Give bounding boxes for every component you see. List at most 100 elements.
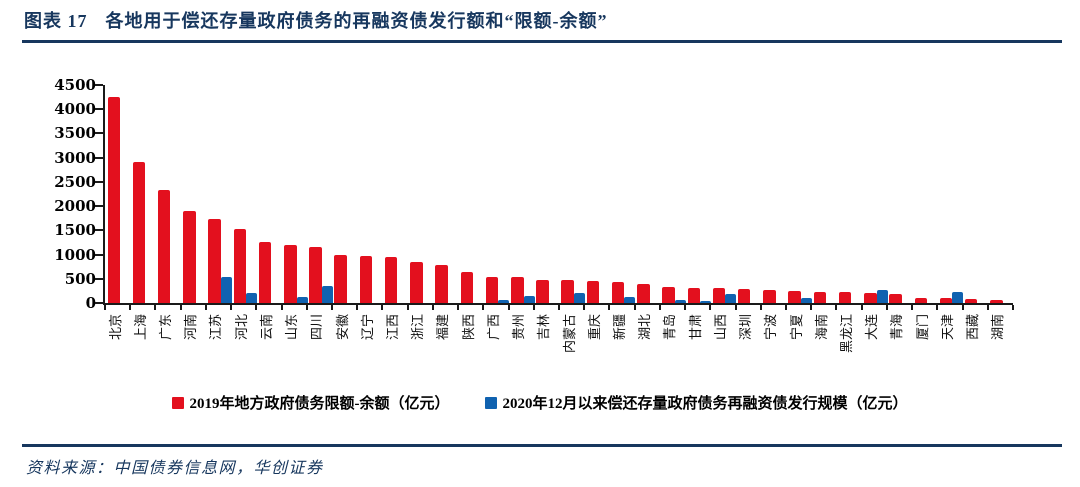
x-axis-label-text: 新疆 [611,314,627,341]
x-tick-mark [457,305,460,310]
x-axis-label-text: 安徽 [334,314,350,341]
bar-2019-limit-balance [964,298,978,303]
bars-container [105,85,1013,303]
bar-2019-limit-balance [990,299,1003,303]
bar-group [710,85,737,303]
x-axis-label: 安徽 [330,311,355,397]
y-tick-mark [95,132,103,135]
legend-item: 2019年地方政府债务限额-余额（亿元） [172,392,449,413]
bar-group [408,85,433,303]
x-axis-label: 浙江 [406,311,431,397]
bar-group [332,85,357,303]
bar-group [509,85,535,303]
x-axis-label-text: 广西 [485,314,501,341]
bar-group [483,85,510,303]
bar-2019-limit-balance [107,97,120,303]
x-axis-label: 青海 [885,311,910,397]
bar-group [584,85,609,303]
bar-2020-refinancing [624,296,636,303]
x-axis-label-text: 河南 [183,314,199,341]
x-axis-label-text: 上海 [132,314,148,341]
x-axis-label-text: 宁波 [763,314,779,341]
footer-divider [22,444,1062,447]
bar-2020-refinancing [220,277,232,303]
bar-group [433,85,458,303]
x-tick-mark [961,305,964,310]
x-axis-label: 宁波 [759,311,784,397]
bar-2020-refinancing [321,286,333,303]
source-text: 中国债券信息网，华创证券 [113,460,324,477]
bar-2020-refinancing [674,300,686,303]
legend-swatch-red [172,396,185,409]
x-axis-label-text: 海南 [813,314,829,341]
x-axis-label: 辽宁 [355,311,380,397]
x-tick-mark [179,305,182,310]
y-tick-label: 3000 [54,148,96,167]
y-tick-mark [95,205,103,208]
x-tick-mark [280,305,283,310]
bar-2019-limit-balance [334,255,347,303]
bar-2019-limit-balance [763,289,776,303]
bar-group [206,85,232,303]
bar-2019-limit-balance [460,271,474,303]
x-tick-mark [507,305,510,310]
x-tick-mark [104,305,106,310]
x-axis-label: 黑龙江 [834,311,859,397]
bar-2019-limit-balance [813,291,827,303]
bar-group [130,85,155,303]
x-tick-mark [759,305,762,310]
bar-2019-limit-balance [561,280,574,303]
x-tick-mark [835,305,838,310]
bar-2020-refinancing [523,295,535,303]
bar-2019-limit-balance [258,241,272,303]
x-tick-mark [986,305,989,310]
plot-area [95,84,1014,310]
bar-group [962,85,987,303]
bar-2019-limit-balance [435,265,448,303]
source-label: 资料来源： [26,460,114,477]
x-axis-label: 甘肃 [683,311,708,397]
x-axis-label: 湖北 [633,311,658,397]
bar-2019-limit-balance [662,287,675,303]
x-tick-mark [381,305,384,310]
x-axis-label-text: 青岛 [662,314,678,341]
x-tick-mark [709,305,712,310]
x-axis-label-text: 福建 [435,314,451,341]
legend-item: 2020年12月以来偿还存量政府债务再融资债发行规模（亿元） [485,392,908,413]
x-axis-label-text: 山东 [284,314,300,341]
bar-group [534,85,559,303]
y-tick-label: 4500 [54,76,96,94]
x-axis-label: 北京 [103,311,128,397]
y-tick-label: 1500 [54,221,96,240]
bar-2020-refinancing [800,297,812,303]
x-axis-label-text: 重庆 [586,314,602,341]
x-tick-mark [356,305,359,310]
bar-2020-refinancing [296,297,308,303]
y-tick-mark [95,253,103,256]
y-tick-label: 4000 [54,100,96,119]
bar-group [735,85,760,303]
bar-group [282,85,308,303]
bar-group [256,85,281,303]
bar-2019-limit-balance [359,256,373,303]
x-tick-mark [305,305,308,310]
chart-legend: 2019年地方政府债务限额-余额（亿元） 2020年12月以来偿还存量政府债务再融… [0,392,1080,413]
x-axis-label-text: 大连 [864,314,880,341]
legend-label: 2019年地方政府债务限额-余额（亿元） [189,396,450,412]
y-tick-mark [95,180,103,183]
bar-2019-limit-balance [687,287,701,303]
x-axis-labels: 北京 上海 广东 河南 江苏 河北 云南 山东 四川 安徽 辽宁 江西 浙江 福建 陕西 广西 贵州 吉林 内蒙古重… [103,311,1011,397]
bar-group [887,85,912,303]
x-axis-label: 贵州 [507,311,532,397]
bar-group [685,85,712,303]
bar-2020-refinancing [725,293,737,303]
bar-2019-limit-balance [586,280,600,303]
bar-2020-refinancing [573,293,585,303]
x-tick-mark [431,305,434,310]
x-tick-mark [608,305,611,310]
bar-group [105,85,130,303]
bar-2019-limit-balance [384,257,398,303]
x-axis-label-text: 黑龙江 [838,314,854,354]
x-axis-label: 宁夏 [784,311,809,397]
bar-group [912,85,937,303]
